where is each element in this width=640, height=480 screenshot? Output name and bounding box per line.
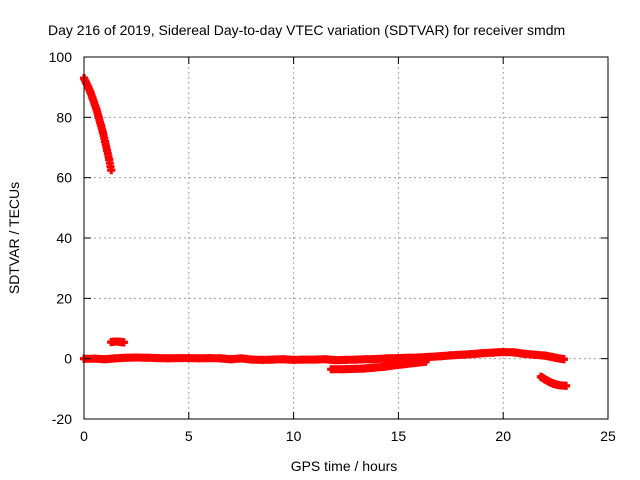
x-tick-label: 5 bbox=[185, 428, 193, 444]
series-high-decay-arc bbox=[80, 74, 116, 175]
x-tick-label: 15 bbox=[391, 428, 407, 444]
series-band bbox=[327, 357, 430, 374]
series-band bbox=[107, 337, 128, 347]
series-band bbox=[536, 372, 571, 390]
x-tick-label: 25 bbox=[600, 428, 616, 444]
x-axis-label: GPS time / hours bbox=[291, 458, 398, 474]
x-tick-label: 20 bbox=[495, 428, 511, 444]
series-lower-arc bbox=[327, 357, 430, 374]
x-tick-label: 10 bbox=[286, 428, 302, 444]
y-tick-label: 20 bbox=[56, 290, 72, 306]
x-tick-label: 0 bbox=[80, 428, 88, 444]
data-series bbox=[80, 74, 571, 390]
axis-ticks: 0 5 10 15 20 25 -20 0 20 40 60 80 100 bbox=[49, 49, 616, 444]
y-axis-label: SDTVAR / TECUs bbox=[6, 182, 22, 294]
y-tick-label: -20 bbox=[52, 411, 72, 427]
y-tick-label: 100 bbox=[49, 49, 73, 65]
series-tail-arc bbox=[536, 372, 571, 390]
y-tick-label: 80 bbox=[56, 109, 72, 125]
y-tick-label: 60 bbox=[56, 170, 72, 186]
y-tick-label: 0 bbox=[64, 351, 72, 367]
y-tick-label: 40 bbox=[56, 230, 72, 246]
chart-title: Day 216 of 2019, Sidereal Day-to-day VTE… bbox=[48, 22, 565, 38]
series-short-arc bbox=[107, 337, 128, 347]
